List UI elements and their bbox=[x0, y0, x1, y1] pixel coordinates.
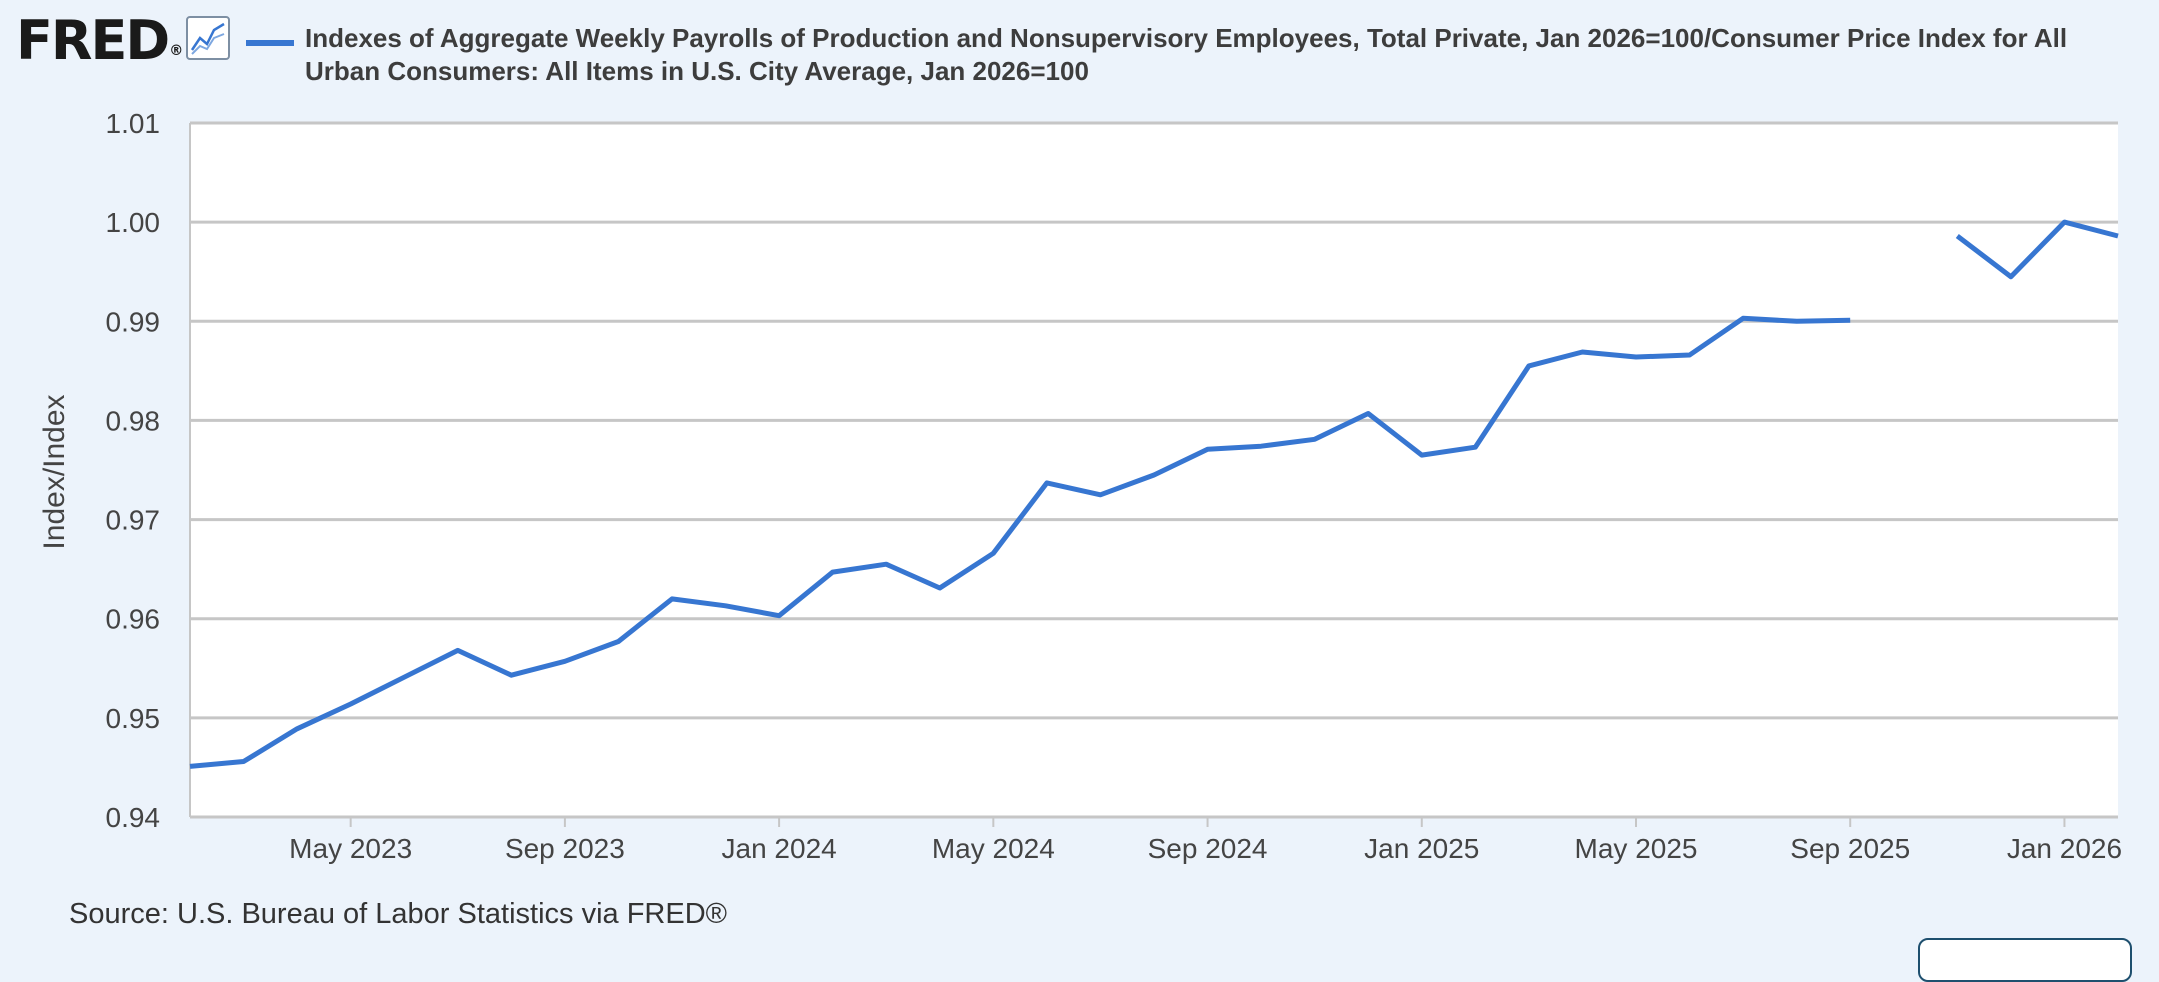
x-tick-label: May 2023 bbox=[289, 833, 412, 864]
registered-mark: ® bbox=[169, 43, 184, 59]
y-tick-label: 0.95 bbox=[106, 703, 161, 734]
y-tick-label: 0.97 bbox=[106, 505, 161, 536]
fred-logo-text: FRED bbox=[16, 9, 170, 72]
x-tick-label: Sep 2024 bbox=[1148, 833, 1268, 864]
y-axis-ticks: 0.94 0.95 0.96 0.97 0.98 0.99 1.00 1.01 bbox=[106, 108, 161, 833]
partial-button[interactable] bbox=[1918, 938, 2132, 982]
y-tick-label: 1.00 bbox=[106, 207, 161, 238]
series-line[interactable] bbox=[1955, 219, 2119, 280]
legend-swatch bbox=[246, 40, 294, 46]
legend-label[interactable]: Indexes of Aggregate Weekly Payrolls of … bbox=[305, 23, 2068, 86]
x-tick-label: Sep 2025 bbox=[1790, 833, 1910, 864]
y-tick-label: 0.99 bbox=[106, 306, 161, 337]
chart-header: FRED® Indexes of Aggregate Weekly Payrol… bbox=[0, 0, 2159, 110]
x-tick-label: Jan 2025 bbox=[1364, 833, 1479, 864]
line-graph-icon bbox=[186, 16, 230, 60]
y-axis-label: Index/Index bbox=[38, 394, 71, 549]
x-tick-label: Sep 2023 bbox=[505, 833, 625, 864]
x-tick-label: Jan 2026 bbox=[2007, 833, 2122, 864]
y-tick-label: 1.01 bbox=[106, 108, 161, 139]
line-chart: 0.94 0.95 0.96 0.97 0.98 0.99 1.00 1.01 May 202… bbox=[38, 108, 2122, 864]
y-tick-label: 0.94 bbox=[106, 802, 161, 833]
fred-logo[interactable]: FRED® bbox=[16, 14, 184, 68]
series-lines bbox=[189, 219, 2119, 769]
source-note: Source: U.S. Bureau of Labor Statistics … bbox=[69, 898, 728, 930]
y-tick-label: 0.98 bbox=[106, 405, 161, 436]
y-tick-label: 0.96 bbox=[106, 604, 161, 635]
x-axis-ticks: May 2023 Sep 2023 Jan 2024 May 2024 Sep 2024… bbox=[289, 817, 2122, 864]
series-line[interactable] bbox=[189, 315, 1851, 769]
x-tick-label: May 2024 bbox=[932, 833, 1055, 864]
x-tick-label: Jan 2024 bbox=[722, 833, 837, 864]
plot-area bbox=[190, 123, 2118, 817]
x-tick-label: May 2025 bbox=[1575, 833, 1698, 864]
